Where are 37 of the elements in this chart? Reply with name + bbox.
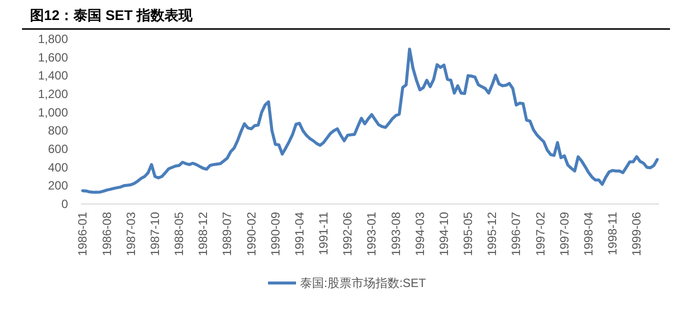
x-tick-label: 1987-03 [124, 212, 138, 256]
x-tick-label: 1993-08 [388, 212, 403, 256]
line-series [81, 48, 659, 194]
y-tick-label: 400 [48, 160, 68, 174]
x-tick-label: 1989-07 [220, 212, 234, 256]
x-tick-label: 1998-04 [581, 212, 596, 256]
x-tick-label: 1998-11 [606, 212, 620, 256]
x-tick-label: 1997-02 [533, 212, 548, 256]
y-tick-label: 1,200 [38, 87, 68, 101]
y-tick-label: 200 [48, 178, 68, 193]
x-tick-label: 1994-03 [412, 212, 427, 256]
x-tick-label: 1995-12 [485, 212, 500, 256]
y-tick-label: 1,800 [38, 32, 68, 46]
y-tick-label: 0 [61, 197, 68, 211]
x-tick-label: 1993-01 [364, 212, 379, 256]
x-tick-label: 1987-10 [148, 212, 162, 256]
y-tick-label: 600 [48, 142, 68, 156]
y-tick-label: 1,600 [38, 50, 68, 64]
x-tick-label: 1996-07 [509, 212, 524, 256]
x-tick-label: 1995-05 [461, 212, 476, 256]
x-tick-label: 1990-02 [244, 212, 258, 256]
y-tick-label: 800 [48, 124, 68, 138]
x-tick-label: 1991-04 [292, 212, 306, 256]
y-tick-label: 1,400 [38, 68, 68, 83]
legend-label: 泰国:股票市场指数:SET [300, 276, 427, 290]
x-tick-label: 1994-10 [436, 212, 451, 256]
x-tick-label: 1988-05 [172, 212, 186, 256]
x-tick-label: 1986-01 [76, 212, 90, 256]
x-tick-label: 1999-06 [630, 212, 644, 256]
x-tick-label: 1988-12 [196, 212, 210, 256]
x-tick-label: 1986-08 [100, 212, 114, 256]
x-tick-label: 1991-11 [316, 212, 331, 256]
x-tick-label: 1997-09 [557, 212, 572, 256]
x-tick-label: 1990-09 [268, 212, 282, 256]
y-tick-label: 1,000 [38, 105, 68, 120]
x-tick-label: 1992-06 [340, 212, 355, 256]
chart-title: 图12：泰国 SET 指数表现 [30, 7, 194, 23]
